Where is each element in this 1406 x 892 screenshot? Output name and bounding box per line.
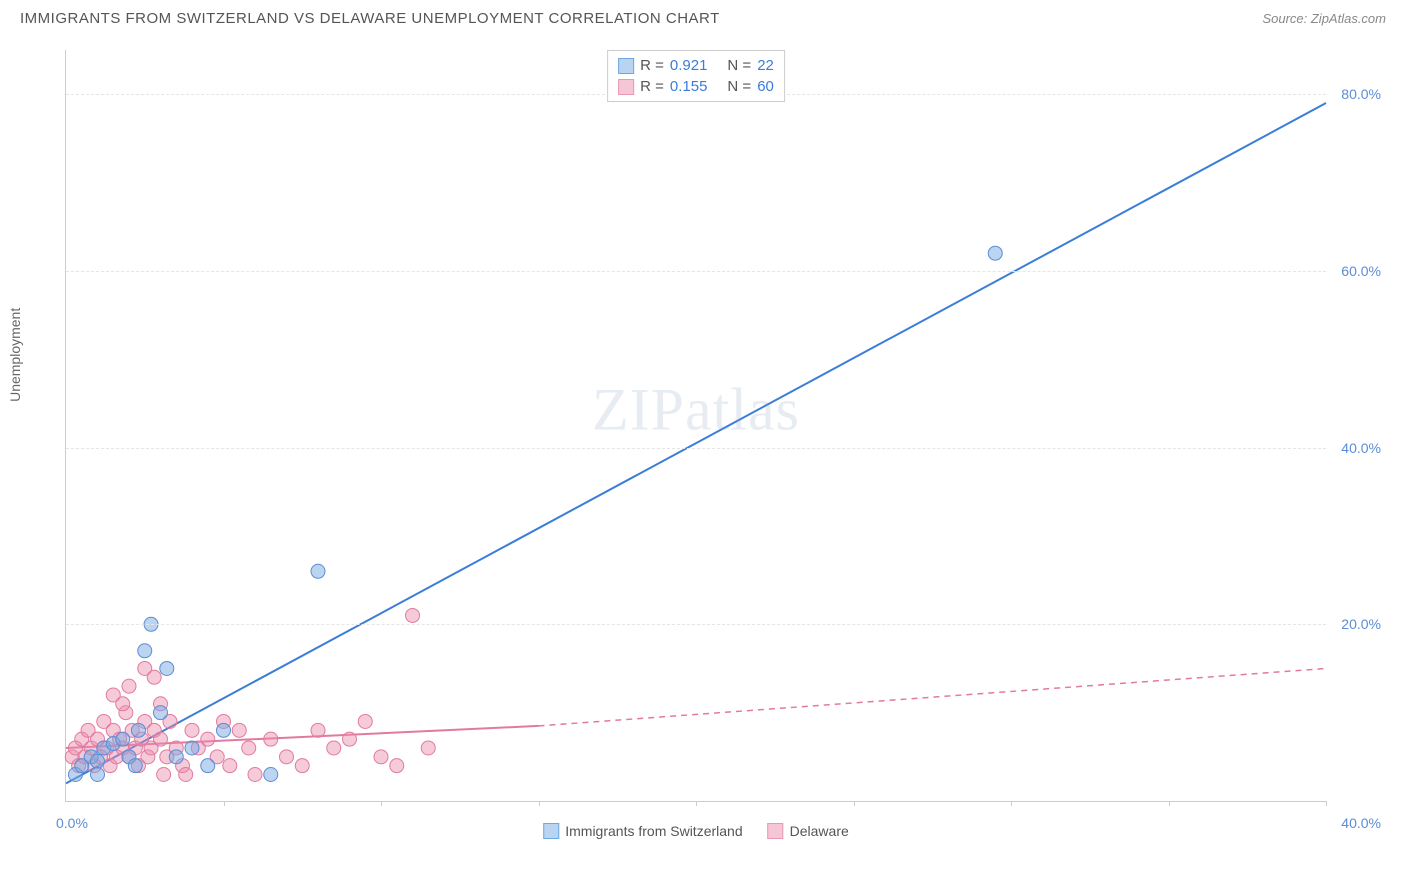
y-tick-label: 80.0% bbox=[1341, 86, 1381, 102]
chart-header: IMMIGRANTS FROM SWITZERLAND VS DELAWARE … bbox=[0, 0, 1406, 32]
legend-series-label: Immigrants from Switzerland bbox=[565, 823, 742, 839]
x-tick bbox=[224, 801, 225, 806]
x-tick bbox=[539, 801, 540, 806]
scatter-point-switzerland bbox=[217, 723, 231, 737]
scatter-point-delaware bbox=[311, 723, 325, 737]
scatter-point-delaware bbox=[421, 741, 435, 755]
y-tick-label: 20.0% bbox=[1341, 616, 1381, 632]
x-max-label: 40.0% bbox=[1341, 815, 1381, 831]
x-tick bbox=[1326, 801, 1327, 806]
scatter-point-delaware bbox=[201, 732, 215, 746]
legend-series: Immigrants from Switzerland Delaware bbox=[543, 823, 849, 839]
scatter-point-switzerland bbox=[138, 644, 152, 658]
scatter-point-switzerland bbox=[91, 754, 105, 768]
chart-source: Source: ZipAtlas.com bbox=[1262, 11, 1386, 26]
scatter-point-delaware bbox=[179, 767, 193, 781]
scatter-point-switzerland bbox=[160, 661, 174, 675]
scatter-point-delaware bbox=[374, 750, 388, 764]
gridline bbox=[66, 271, 1326, 272]
x-tick bbox=[1169, 801, 1170, 806]
scatter-point-switzerland bbox=[128, 759, 142, 773]
scatter-point-delaware bbox=[116, 697, 130, 711]
r-label: R = bbox=[640, 78, 664, 95]
x-tick bbox=[696, 801, 697, 806]
scatter-point-delaware bbox=[157, 767, 171, 781]
scatter-point-delaware bbox=[185, 723, 199, 737]
scatter-point-switzerland bbox=[91, 767, 105, 781]
scatter-point-delaware bbox=[358, 714, 372, 728]
scatter-point-switzerland bbox=[201, 759, 215, 773]
trendline-switzerland bbox=[66, 103, 1326, 783]
plot-region: ZIPatlas R =0.921N =22R =0.155N =60 0.0%… bbox=[65, 50, 1326, 802]
scatter-point-delaware bbox=[390, 759, 404, 773]
scatter-point-delaware bbox=[147, 670, 161, 684]
chart-title: IMMIGRANTS FROM SWITZERLAND VS DELAWARE … bbox=[20, 10, 720, 27]
scatter-point-switzerland bbox=[988, 246, 1002, 260]
y-tick-label: 40.0% bbox=[1341, 440, 1381, 456]
gridline bbox=[66, 624, 1326, 625]
gridline bbox=[66, 448, 1326, 449]
scatter-point-delaware bbox=[154, 732, 168, 746]
legend-swatch bbox=[618, 79, 634, 95]
scatter-point-delaware bbox=[406, 608, 420, 622]
legend-stats: R = 0.921 N = 22 R = 0.155 N = 60 bbox=[607, 50, 785, 102]
n-label: N = bbox=[727, 78, 751, 95]
scatter-point-delaware bbox=[122, 679, 136, 693]
chart-area: Unemployment ZIPatlas R =0.921N =22R =0.… bbox=[20, 40, 1386, 842]
legend-series-item: Delaware bbox=[768, 823, 849, 839]
scatter-point-delaware bbox=[232, 723, 246, 737]
scatter-point-delaware bbox=[223, 759, 237, 773]
y-axis-label: Unemployment bbox=[7, 308, 23, 402]
n-value: 22 bbox=[757, 57, 774, 74]
n-value: 60 bbox=[757, 78, 774, 95]
trendline-delaware-dashed bbox=[539, 668, 1327, 725]
scatter-point-switzerland bbox=[264, 767, 278, 781]
legend-swatch bbox=[768, 823, 784, 839]
legend-swatch bbox=[543, 823, 559, 839]
scatter-point-switzerland bbox=[116, 732, 130, 746]
scatter-point-delaware bbox=[343, 732, 357, 746]
scatter-point-switzerland bbox=[311, 564, 325, 578]
scatter-svg bbox=[66, 50, 1326, 801]
legend-stats-row: R = 0.155 N = 60 bbox=[618, 76, 774, 97]
scatter-point-delaware bbox=[264, 732, 278, 746]
x-tick bbox=[1011, 801, 1012, 806]
legend-series-label: Delaware bbox=[790, 823, 849, 839]
x-tick bbox=[854, 801, 855, 806]
scatter-point-switzerland bbox=[169, 750, 183, 764]
r-label: R = bbox=[640, 57, 664, 74]
scatter-point-delaware bbox=[242, 741, 256, 755]
y-tick-label: 60.0% bbox=[1341, 263, 1381, 279]
legend-swatch bbox=[618, 58, 634, 74]
legend-stats-row: R = 0.921 N = 22 bbox=[618, 55, 774, 76]
r-value: 0.921 bbox=[670, 57, 708, 74]
scatter-point-delaware bbox=[295, 759, 309, 773]
x-origin-label: 0.0% bbox=[56, 815, 88, 831]
x-tick bbox=[381, 801, 382, 806]
scatter-point-delaware bbox=[327, 741, 341, 755]
scatter-point-delaware bbox=[280, 750, 294, 764]
scatter-point-switzerland bbox=[131, 723, 145, 737]
scatter-point-switzerland bbox=[185, 741, 199, 755]
r-value: 0.155 bbox=[670, 78, 708, 95]
n-label: N = bbox=[727, 57, 751, 74]
legend-series-item: Immigrants from Switzerland bbox=[543, 823, 742, 839]
scatter-point-switzerland bbox=[154, 706, 168, 720]
scatter-point-delaware bbox=[248, 767, 262, 781]
